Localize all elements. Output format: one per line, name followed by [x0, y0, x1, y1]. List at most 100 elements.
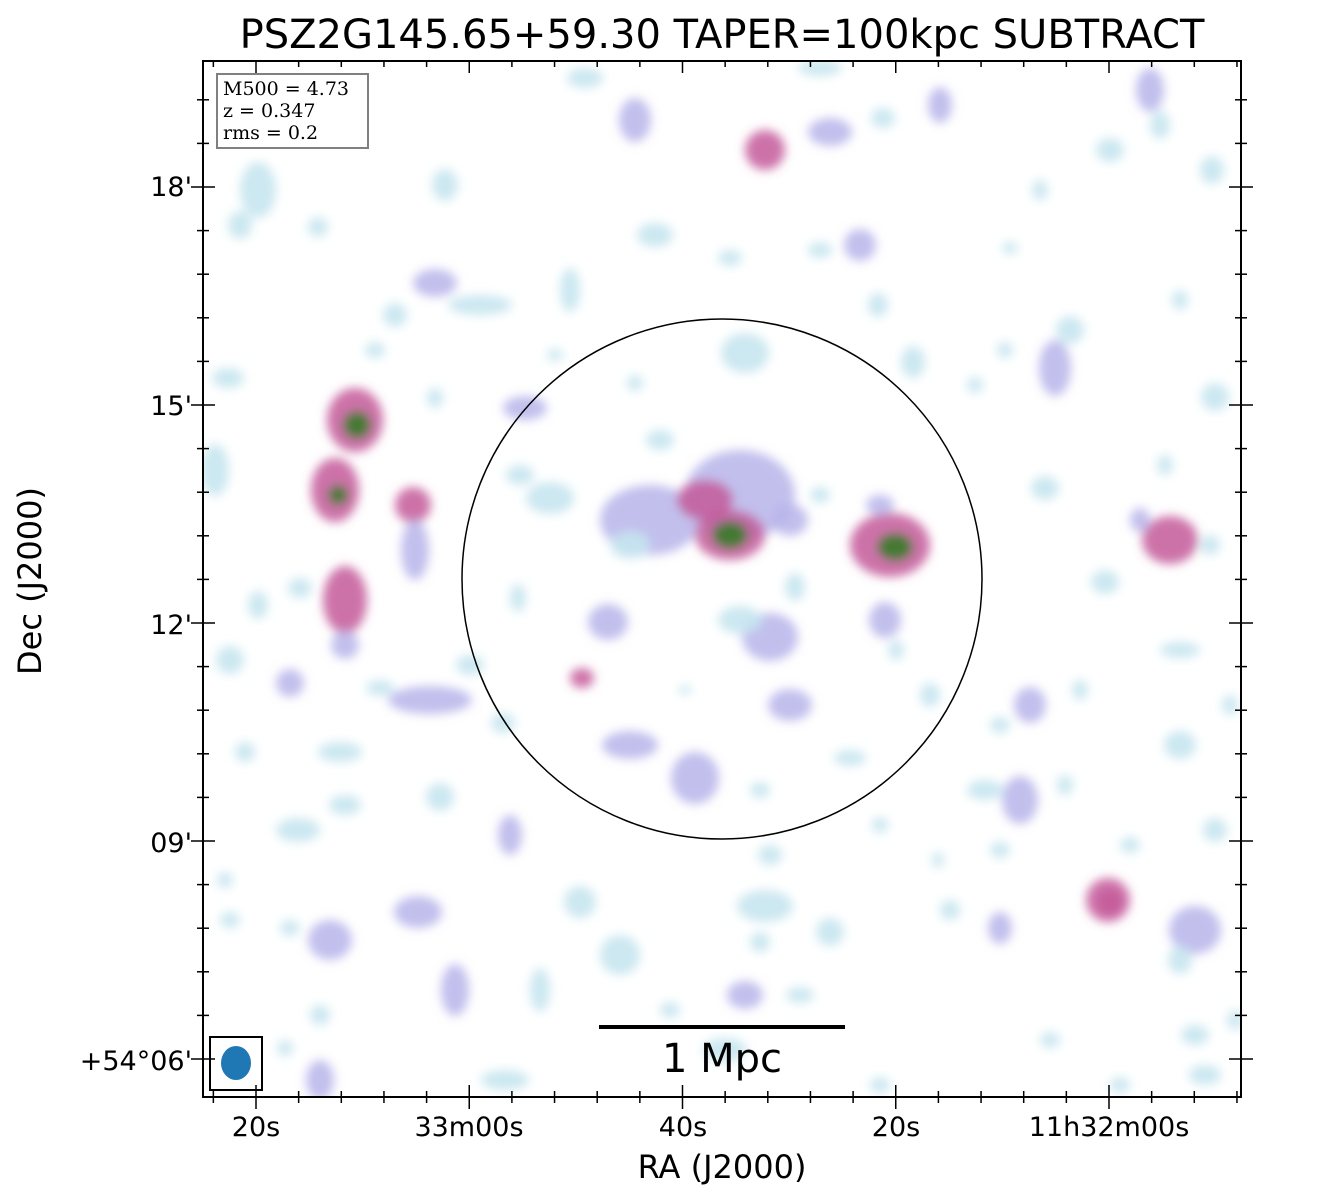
emission-blob [967, 780, 1003, 800]
emission-blob [808, 242, 832, 258]
emission-blob [343, 411, 371, 439]
emission-blob [1172, 290, 1188, 310]
emission-blob [506, 465, 534, 485]
emission-blob [990, 717, 1010, 733]
x-tick-label-4: 20s [872, 1112, 920, 1143]
emission-blob [602, 731, 658, 759]
emission-map [203, 61, 1241, 1097]
emission-blob [203, 444, 229, 496]
emission-blob [671, 752, 719, 804]
emission-blob [1203, 818, 1227, 842]
emission-blob [646, 430, 674, 450]
emission-blob [220, 912, 240, 928]
y-tick-label-1: 18' [150, 172, 192, 203]
emission-blob [216, 646, 244, 674]
emission-blob [498, 815, 522, 855]
emission-blob [212, 368, 244, 388]
emission-blob [1201, 383, 1229, 411]
emission-blob [1039, 340, 1071, 396]
emission-blob [1031, 476, 1059, 500]
emission-blob [318, 742, 362, 762]
emission-blob [1002, 776, 1038, 824]
emission-blob [329, 795, 361, 815]
emission-blob [432, 169, 458, 201]
emission-blob [869, 602, 901, 638]
emission-blob [785, 573, 805, 601]
emission-blob [727, 981, 763, 1009]
emission-blob [491, 713, 515, 733]
emission-blob [940, 900, 960, 920]
emission-blob [877, 533, 913, 561]
emission-blob [928, 87, 952, 123]
emission-blob [844, 229, 876, 261]
y-tick-label-2: 15' [150, 391, 192, 422]
emission-blob [1091, 570, 1119, 594]
emission-blob [619, 98, 651, 142]
emission-blob [547, 349, 563, 361]
emission-blob [564, 886, 596, 918]
info-rms: rms = 0.2 [223, 122, 318, 144]
emission-blob [718, 250, 742, 266]
emission-blob [1040, 1032, 1060, 1048]
emission-blob [413, 269, 457, 297]
emission-blob [901, 346, 925, 378]
beam-ellipse [221, 1046, 251, 1080]
emission-blob [240, 162, 276, 218]
emission-blob [383, 303, 407, 327]
emission-blob [235, 742, 255, 762]
emission-blob [745, 130, 785, 170]
beam-indicator [209, 1036, 263, 1091]
emission-blob [677, 480, 733, 520]
emission-blob [1130, 508, 1150, 532]
emission-blob [388, 686, 472, 714]
emission-blob [570, 668, 594, 688]
emission-blob [660, 1002, 680, 1018]
emission-blob [395, 487, 431, 523]
x-tick-label-1: 20s [232, 1112, 280, 1143]
emission-blob [1222, 695, 1238, 715]
emission-blob [600, 935, 640, 975]
emission-blob [526, 482, 574, 514]
emission-blob [1200, 535, 1220, 555]
emission-blob [866, 495, 894, 515]
emission-blob [1189, 1065, 1221, 1085]
emission-blob [588, 604, 628, 640]
emission-blob [1181, 1025, 1209, 1045]
emission-blob [1164, 731, 1196, 759]
emission-blob [280, 920, 300, 936]
emission-blob [718, 606, 762, 634]
emission-blob [610, 531, 650, 559]
x-tick-label-5: 11h32m00s [1029, 1112, 1190, 1143]
info-z: z = 0.347 [223, 100, 315, 122]
emission-blob [310, 1005, 330, 1025]
emission-blob [1096, 138, 1124, 162]
emission-blob [1142, 516, 1198, 564]
emission-blob [276, 818, 320, 842]
emission-blob [627, 375, 643, 391]
emission-blob [1110, 1077, 1130, 1093]
emission-blob [786, 987, 814, 1003]
emission-blob [323, 566, 367, 634]
emission-blob [427, 388, 443, 408]
emission-blob [1136, 68, 1164, 112]
emission-blob [1032, 180, 1048, 200]
emission-blob [276, 669, 304, 697]
emission-blob [737, 890, 793, 922]
scale-bar: 1 Mpc [599, 1025, 845, 1082]
emission-blob [750, 782, 770, 798]
emission-blob [1120, 837, 1140, 853]
emission-blob [920, 683, 940, 707]
emission-blob [1057, 775, 1073, 795]
emission-blob [967, 377, 983, 393]
emission-blob [1072, 680, 1088, 700]
emission-blob [1002, 242, 1018, 254]
emission-blob [772, 504, 808, 536]
emission-blob [1056, 316, 1084, 344]
emission-blob [758, 845, 782, 865]
emission-blob [248, 591, 268, 619]
emission-blob [1169, 906, 1221, 954]
emission-blob [816, 918, 844, 946]
emission-blob [798, 61, 842, 76]
emission-blob [567, 68, 603, 88]
emission-blob [365, 342, 385, 358]
